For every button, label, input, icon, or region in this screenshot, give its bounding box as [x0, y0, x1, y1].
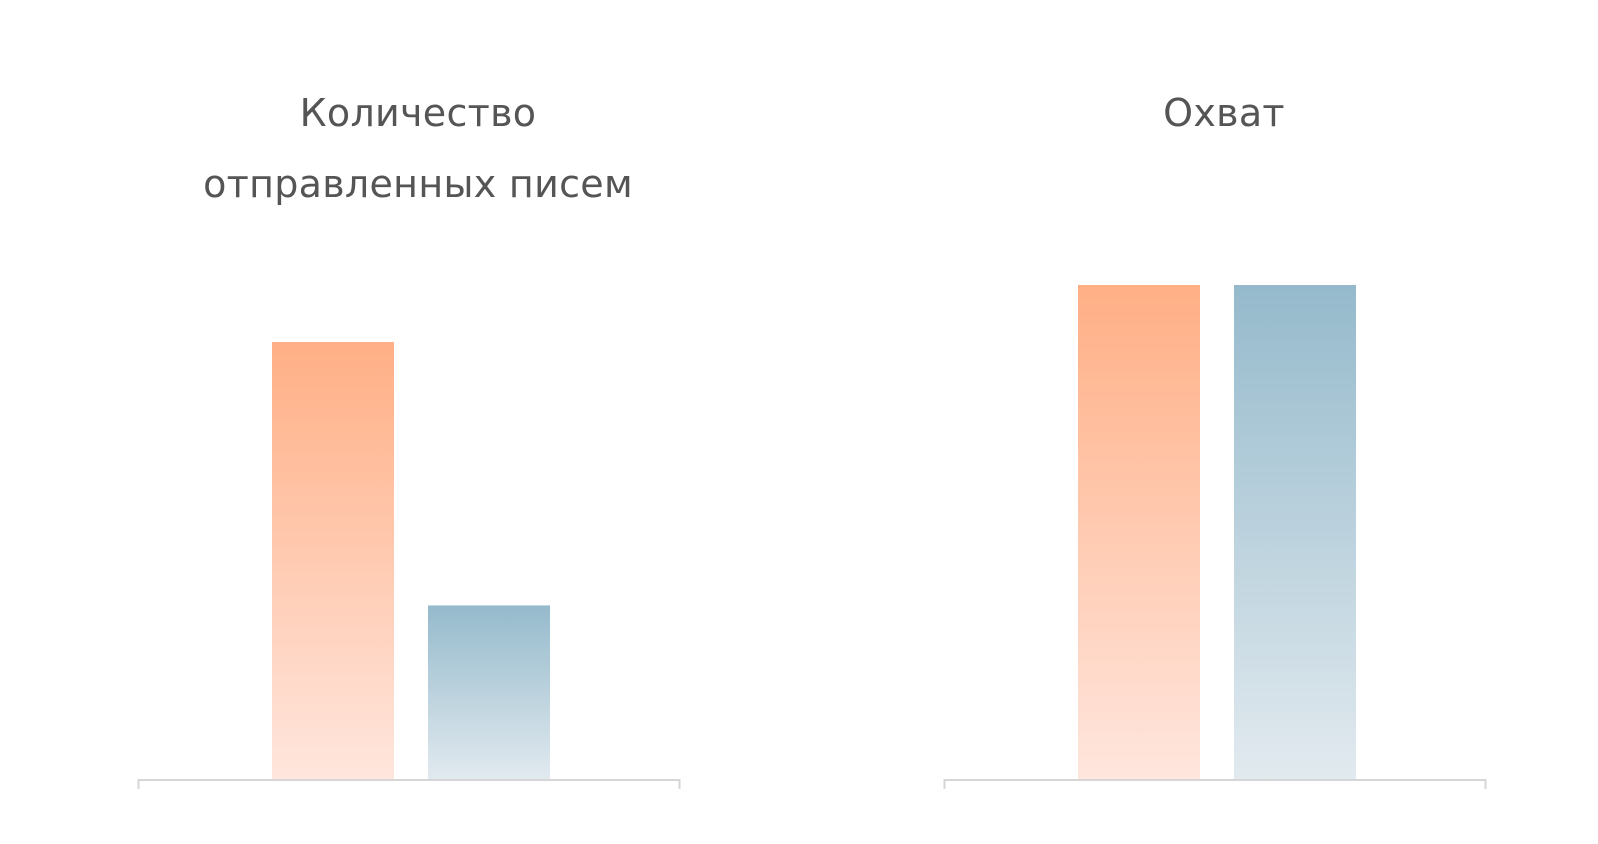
bar-plot: [943, 285, 1487, 789]
chart-title: Количество отправленных писем: [138, 78, 698, 220]
chart-title: Охват: [944, 78, 1504, 149]
chart-title-line-1: Количество: [299, 91, 537, 135]
bar-series-2: [1234, 285, 1356, 781]
chart-sent-emails: Количество отправленных писем: [137, 0, 698, 844]
bar-series-2: [428, 605, 550, 781]
chart-title-line-2: отправленных писем: [203, 162, 633, 206]
bar-series-1: [1078, 285, 1200, 781]
chart-reach: Охват: [943, 0, 1504, 844]
bar-plot: [137, 342, 681, 789]
bar-series-1: [272, 342, 394, 781]
chart-title-line-1: Охват: [1163, 91, 1285, 135]
x-axis-line: [943, 779, 1487, 789]
x-axis-line: [137, 779, 681, 789]
